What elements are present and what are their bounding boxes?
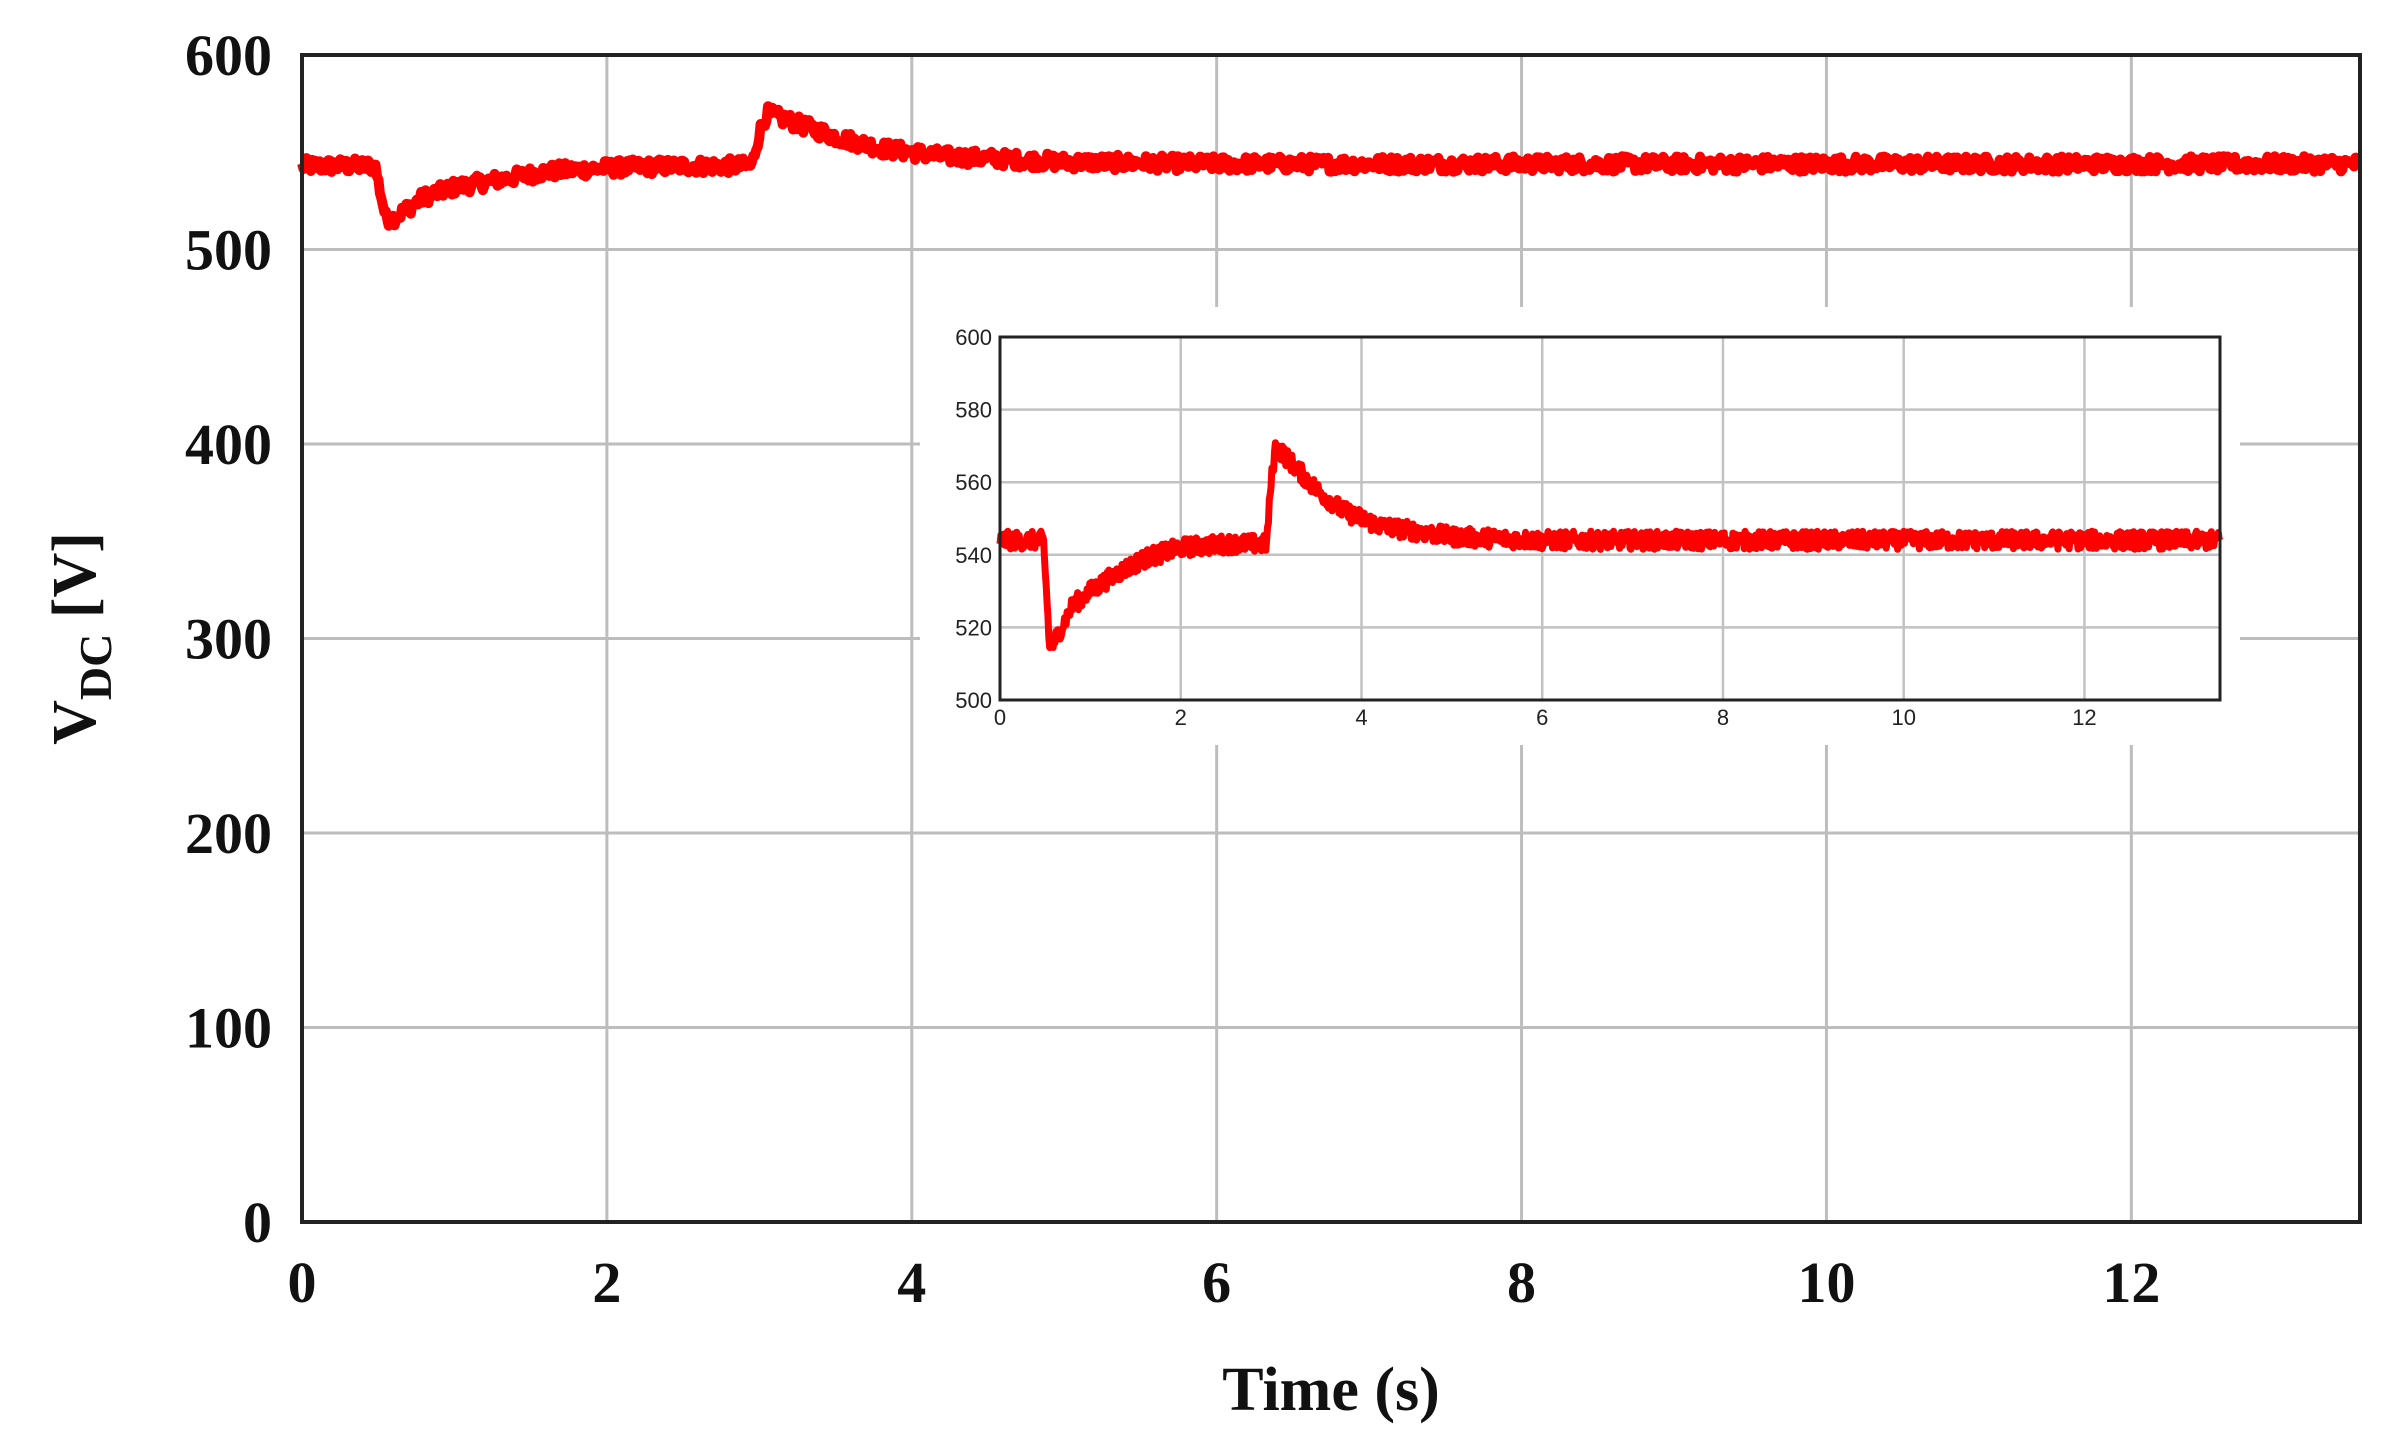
inset-y-tick-labels: 500 520 540 560 580 600: [955, 325, 992, 713]
inset-x-tick-label: 4: [1355, 705, 1367, 730]
main-x-tick-label: 2: [592, 1250, 621, 1315]
y-axis-title-subscript: DC: [70, 634, 121, 700]
main-series-line: [297, 101, 2364, 231]
main-y-tick-label: 300: [185, 607, 272, 672]
main-y-tick-label: 0: [243, 1190, 272, 1255]
main-x-tick-label: 4: [897, 1250, 926, 1315]
inset-y-tick-label: 520: [955, 615, 992, 640]
y-axis-title: VDC [V]: [41, 532, 121, 745]
main-y-tick-label: 200: [185, 801, 272, 866]
inset-plot-frame: [998, 335, 2222, 702]
main-plot-frame: [300, 53, 2362, 1224]
inset-y-tick-label: 560: [955, 470, 992, 495]
main-y-tick-label: 500: [185, 218, 272, 283]
x-axis-title: Time (s): [1222, 1356, 1440, 1424]
inset-series-line: [996, 439, 2224, 652]
inset-y-tick-label: 500: [955, 688, 992, 713]
main-x-tick-label: 6: [1202, 1250, 1231, 1315]
y-axis-title-unit: [V]: [41, 532, 109, 634]
inset-series: [996, 439, 2224, 652]
main-x-tick-label: 8: [1507, 1250, 1536, 1315]
main-y-tick-label: 100: [185, 996, 272, 1061]
inset-x-tick-label: 12: [2072, 705, 2096, 730]
inset-background: [920, 307, 2240, 745]
inset-x-tick-label: 6: [1536, 705, 1548, 730]
main-x-tick-label: 10: [1797, 1250, 1855, 1315]
inset-y-tick-label: 540: [955, 543, 992, 568]
main-y-tick-label: 600: [185, 23, 272, 88]
main-y-tick-labels: 0 100 200 300 400 500 600: [185, 23, 272, 1255]
inset-y-tick-label: 600: [955, 325, 992, 350]
inset-x-tick-label: 8: [1717, 705, 1729, 730]
main-series: [297, 101, 2364, 231]
inset-y-tick-label: 580: [955, 398, 992, 423]
inset-plot: 0 2 4 6 8 10 12 500 520 540 560 580 600: [920, 307, 2240, 745]
main-x-tick-labels: 0 2 4 6 8 10 12: [288, 1250, 2161, 1315]
y-axis-title-main: V: [41, 700, 109, 745]
inset-x-tick-label: 0: [994, 705, 1006, 730]
main-x-tick-label: 12: [2102, 1250, 2160, 1315]
inset-x-tick-labels: 0 2 4 6 8 10 12: [994, 705, 2097, 730]
inset-x-tick-label: 10: [1891, 705, 1915, 730]
inset-x-tick-label: 2: [1175, 705, 1187, 730]
main-x-tick-label: 0: [288, 1250, 317, 1315]
main-y-tick-label: 400: [185, 412, 272, 477]
